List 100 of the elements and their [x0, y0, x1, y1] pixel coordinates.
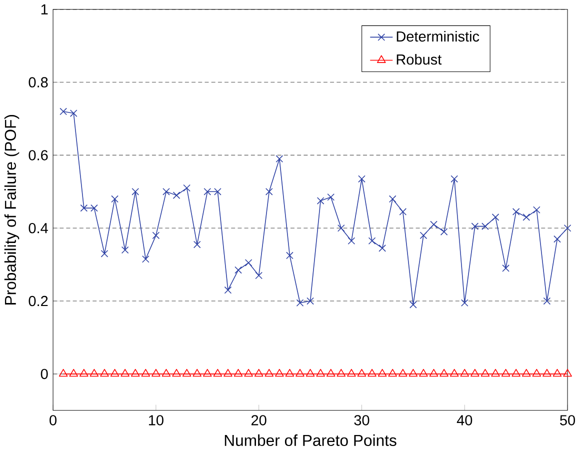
point [532, 368, 542, 376]
point [276, 154, 284, 162]
point [554, 235, 561, 243]
point [378, 368, 387, 376]
y-tick-label: 0.4 [28, 222, 48, 234]
y-tick-label: 0 [40, 368, 48, 379]
point [224, 286, 232, 294]
y-tick-label: 0.8 [28, 76, 48, 88]
point [172, 191, 180, 199]
point [130, 368, 140, 376]
x-tick-label: 20 [251, 414, 266, 426]
point [440, 228, 448, 236]
point [450, 175, 458, 182]
point [111, 195, 118, 202]
point [80, 368, 88, 376]
point [193, 240, 201, 248]
point [358, 175, 366, 182]
point [357, 368, 366, 376]
point [482, 222, 489, 230]
y-tick-label: 0.6 [28, 150, 48, 160]
point [183, 184, 190, 192]
point [522, 213, 530, 221]
point [275, 368, 284, 376]
point [336, 368, 346, 376]
point [234, 368, 243, 376]
point [542, 368, 552, 376]
point [296, 368, 304, 376]
point [192, 368, 202, 376]
point [316, 196, 324, 204]
point [450, 368, 459, 376]
point [255, 272, 262, 279]
point [460, 298, 468, 306]
point [121, 246, 129, 254]
point [69, 368, 78, 376]
point [326, 368, 336, 376]
point [368, 237, 376, 244]
point [348, 237, 356, 244]
point [491, 368, 500, 376]
point [338, 224, 345, 232]
y-tick-label: 0.2 [28, 296, 48, 306]
point [398, 368, 408, 376]
x-tick-label: 0 [50, 414, 57, 426]
x-tick-label: 50 [560, 414, 576, 426]
point [60, 108, 67, 115]
point [533, 206, 540, 214]
point [100, 250, 108, 258]
x-tick-label: 30 [354, 414, 370, 426]
point [327, 193, 335, 201]
point [430, 220, 438, 228]
legend-label: Robust [396, 54, 442, 64]
point [388, 368, 397, 376]
point [244, 368, 253, 376]
point [204, 188, 212, 196]
point [296, 298, 304, 306]
point [213, 368, 222, 376]
point [378, 244, 386, 252]
point [286, 252, 294, 259]
point [471, 222, 479, 230]
point [120, 368, 130, 376]
point [347, 368, 356, 376]
point [162, 188, 170, 196]
point [470, 368, 480, 376]
point [80, 204, 88, 212]
point [543, 297, 551, 304]
x-axis-title: Number of Pareto Points [224, 434, 396, 446]
point [522, 368, 531, 376]
point [202, 368, 212, 376]
point [440, 368, 448, 376]
point [132, 188, 140, 196]
point [70, 109, 78, 117]
point [285, 368, 294, 376]
y-axis-title: Probability of Failure (POF) [4, 114, 20, 304]
point [502, 264, 510, 272]
point [512, 368, 520, 376]
point [564, 224, 572, 232]
point [234, 266, 242, 274]
point [399, 208, 407, 216]
point [388, 195, 396, 202]
point [141, 368, 150, 376]
point [419, 368, 428, 376]
point [316, 368, 325, 376]
point [492, 213, 500, 221]
point [501, 368, 510, 376]
point [182, 368, 192, 376]
point [408, 368, 418, 376]
point [265, 188, 273, 196]
point [142, 255, 150, 263]
legend-label: Deterministic [396, 30, 480, 42]
point [563, 368, 572, 376]
point [244, 258, 252, 266]
point [306, 368, 315, 376]
point [162, 368, 171, 376]
point [264, 368, 274, 376]
point [429, 368, 438, 376]
point [100, 368, 109, 376]
point [90, 368, 99, 376]
point [152, 232, 160, 239]
point [152, 368, 160, 376]
point [58, 368, 68, 376]
point [552, 368, 562, 376]
